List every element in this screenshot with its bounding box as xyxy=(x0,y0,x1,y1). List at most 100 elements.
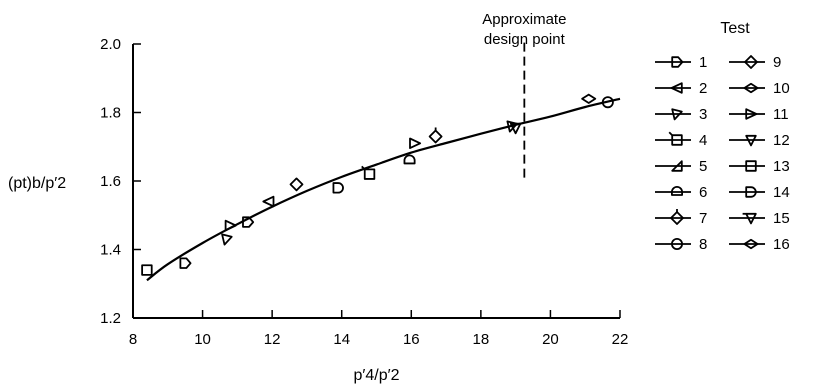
square-marker xyxy=(141,264,153,276)
data-point-test-11 xyxy=(409,137,422,150)
axis-labels: p′4/p′2 (pt)b/p′2 xyxy=(8,175,400,384)
pennant-right-marker xyxy=(242,216,255,228)
legend-label: 14 xyxy=(773,184,790,201)
x-tick-label: 16 xyxy=(403,331,420,348)
legend-label: 11 xyxy=(773,106,789,123)
legend-entry-5: 5 xyxy=(655,158,707,175)
y-tick-label: 1.6 xyxy=(100,173,121,190)
triangle-right-marker xyxy=(409,137,422,150)
circle-marker xyxy=(671,237,684,250)
x-tick-label: 12 xyxy=(264,331,281,348)
y-tick-label: 1.2 xyxy=(100,310,121,327)
legend-label: 8 xyxy=(699,236,707,253)
legend-entry-1: 1 xyxy=(655,54,707,71)
legend-entry-11: 11 xyxy=(729,106,789,123)
legend-label: 5 xyxy=(699,158,707,175)
triangle-left-marker xyxy=(670,82,683,94)
pennant-right-marker xyxy=(179,257,192,269)
legend-label: 10 xyxy=(773,80,790,97)
legend-label: 3 xyxy=(699,106,707,123)
legend-label: 1 xyxy=(699,54,707,71)
legend-label: 12 xyxy=(773,132,790,149)
x-tick-label: 22 xyxy=(612,331,629,348)
data-point-test-1 xyxy=(242,216,255,228)
triangle-down-marker xyxy=(745,134,757,147)
legend-label: 4 xyxy=(699,132,707,149)
data-point-test-6 xyxy=(403,154,416,165)
circle-marker xyxy=(601,96,614,109)
legend-entry-9: 9 xyxy=(729,54,781,71)
legend-entry-8: 8 xyxy=(655,236,707,253)
legend-label: 9 xyxy=(773,54,781,71)
square-marker xyxy=(745,160,757,172)
triangle-down-marker xyxy=(509,122,522,135)
data-point-test-11 xyxy=(224,219,237,232)
data-points xyxy=(141,93,614,276)
data-point-test-14 xyxy=(332,182,344,194)
legend-label: 2 xyxy=(699,80,707,97)
x-tick-label: 8 xyxy=(129,331,137,348)
triangle-down-flag-marker xyxy=(745,212,757,225)
x-tick-label: 18 xyxy=(473,331,490,348)
triangle-down-left-marker xyxy=(671,108,683,121)
half-circle-flag-marker xyxy=(403,154,416,165)
legend-entry-12: 12 xyxy=(729,132,790,149)
x-tick-label: 10 xyxy=(194,331,211,348)
legend-entry-7: 7 xyxy=(655,209,707,227)
data-point-test-4 xyxy=(361,165,376,180)
triangle-right-marker xyxy=(745,108,758,120)
diamond-marker xyxy=(289,177,304,192)
axes xyxy=(132,44,620,319)
data-point-test-1 xyxy=(179,257,192,269)
design-point-label-line: Approximate xyxy=(482,11,566,28)
legend-label: 6 xyxy=(699,184,707,201)
data-point-test-3 xyxy=(221,233,233,246)
y-tick-label: 2.0 xyxy=(100,36,121,53)
ticks: 8 10 12 14 16 18 20 22 1.2 1.4 1.6 1.8 2.0 xyxy=(100,36,628,348)
d-shape-marker xyxy=(332,182,344,194)
diamond-flag-marker xyxy=(428,129,443,144)
half-circle-flag-marker xyxy=(671,186,683,196)
triangle-flag-marker xyxy=(671,160,683,172)
diamond-flat-marker xyxy=(581,93,597,104)
legend-label: 7 xyxy=(699,210,707,227)
d-shape-marker xyxy=(745,186,757,198)
triangle-down-left-marker xyxy=(221,233,233,246)
x-axis-label: p′4/p′2 xyxy=(353,367,399,384)
legend-entry-6: 6 xyxy=(655,184,707,201)
pennant-right-marker xyxy=(671,56,684,68)
data-point-test-9 xyxy=(289,177,304,192)
legend-entry-2: 2 xyxy=(655,80,707,97)
square-flag-marker xyxy=(671,134,683,146)
triangle-left-marker xyxy=(262,195,275,208)
data-point-test-10 xyxy=(581,93,597,104)
diamond-flag-marker xyxy=(670,211,684,225)
data-point-test-8 xyxy=(601,96,614,109)
data-point-test-12 xyxy=(509,122,522,135)
data-point-test-7 xyxy=(428,127,443,144)
design-point-label-line: design point xyxy=(484,31,566,48)
y-axis-label: (pt)b/p′2 xyxy=(8,175,66,192)
legend-entry-13: 13 xyxy=(729,158,790,175)
legend-entry-4: 4 xyxy=(655,131,707,149)
legend-label: 15 xyxy=(773,210,790,227)
legend-label: 16 xyxy=(773,236,790,253)
legend-entry-14: 14 xyxy=(729,184,790,201)
diamond-marker xyxy=(744,55,758,69)
legend-entry-15: 15 xyxy=(729,210,790,227)
legend-title: Test xyxy=(720,20,750,37)
data-point-test-2 xyxy=(262,195,275,208)
square-flag-marker xyxy=(363,168,376,180)
x-tick-label: 14 xyxy=(333,331,350,348)
y-tick-label: 1.8 xyxy=(100,105,121,122)
x-tick-label: 20 xyxy=(542,331,559,348)
legend-entry-16: 16 xyxy=(729,236,790,253)
legend-entry-10: 10 xyxy=(729,80,790,97)
diamond-flat-marker xyxy=(743,82,759,94)
legend-entry-3: 3 xyxy=(655,106,707,123)
data-point-test-13 xyxy=(141,264,153,276)
y-tick-label: 1.4 xyxy=(100,242,121,259)
diamond-flat-marker xyxy=(743,238,759,250)
